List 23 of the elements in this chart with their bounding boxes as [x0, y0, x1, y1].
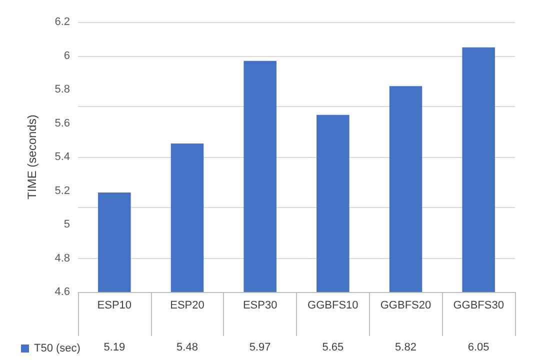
y-tick-label: 4.6	[54, 286, 70, 298]
data-label: 5.65	[322, 342, 344, 354]
data-label: 5.82	[395, 342, 416, 354]
x-tick-label: GGBFS10	[308, 300, 358, 312]
x-tick-label: ESP10	[97, 300, 132, 312]
data-label: 5.19	[104, 342, 126, 354]
legend-label: T50 (sec)	[34, 342, 80, 354]
y-tick-label: 6	[64, 50, 70, 62]
y-tick-label: 5.2	[54, 184, 70, 197]
x-tick-label: GGBFS30	[453, 300, 504, 312]
data-label: 6.05	[468, 342, 490, 354]
y-tick-label: 4.8	[54, 252, 70, 264]
data-label: 5.97	[249, 342, 271, 354]
data-label: 5.48	[176, 342, 198, 354]
x-tick-label: GGBFS20	[380, 300, 432, 312]
x-tick-label: ESP20	[170, 300, 204, 312]
y-tick-label: 5.6	[54, 117, 70, 130]
x-tick-label: ESP30	[242, 300, 278, 312]
y-tick-label: 6.2	[54, 16, 70, 28]
y-tick-label: 5.4	[54, 151, 70, 163]
y-tick-label: 5	[64, 218, 70, 230]
y-axis-title: TIME (seconds)	[25, 114, 39, 200]
y-tick-label: 5.8	[54, 84, 70, 96]
